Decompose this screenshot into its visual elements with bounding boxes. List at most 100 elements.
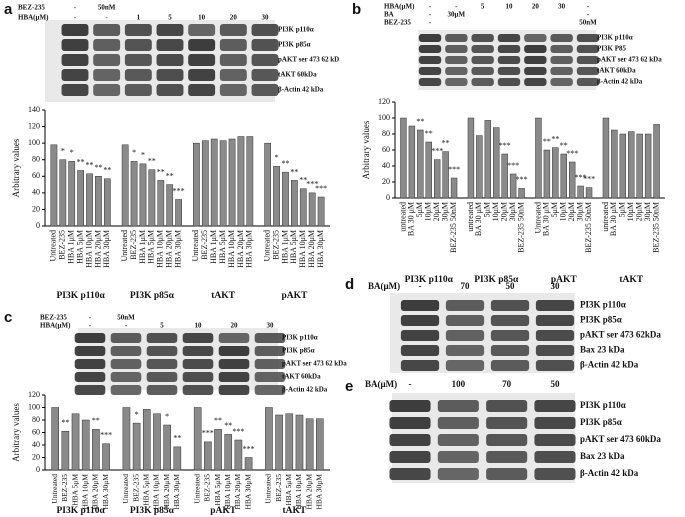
x-tick-label: BA 30 μM: [542, 202, 551, 236]
bar: [408, 125, 416, 199]
blot-band: [534, 400, 576, 412]
blot-band: [254, 346, 286, 356]
significance: **: [92, 416, 100, 425]
bar: [295, 414, 304, 471]
x-tick-label: BA 30 μM: [407, 202, 416, 236]
x-tick-label: untreated: [398, 202, 407, 232]
blot-band: [497, 78, 521, 86]
panel-letter: e: [345, 378, 353, 395]
x-tick-label: 5μM: [483, 202, 492, 217]
x-tick-label: HBA 30μM: [243, 474, 252, 510]
lane-header-value: -: [429, 19, 432, 27]
panel-letter: d: [345, 276, 354, 293]
x-tick-label: BA 30 μM: [609, 202, 618, 236]
band-label: PI3K p85α: [282, 347, 315, 355]
x-tick-label: 10μM: [424, 202, 433, 221]
blot-band: [124, 24, 152, 36]
x-tick-label: Untreated: [49, 230, 58, 262]
blot-band: [110, 359, 142, 369]
x-tick-label: HBA 10μM: [223, 474, 232, 510]
lane-header-value: 50: [551, 379, 561, 389]
blot-band: [486, 400, 528, 412]
blot-band: [124, 54, 152, 66]
lane-header-value: -: [89, 322, 92, 330]
blot-band: [534, 451, 576, 463]
blot-band: [182, 372, 214, 382]
bar: [275, 414, 283, 471]
bar: [400, 117, 407, 199]
lane-header-value: 50nM: [98, 4, 116, 12]
significance: **: [77, 157, 85, 166]
band-label: pAKT ser 473 62 kD: [278, 56, 339, 64]
y-tick-label: 80: [382, 129, 390, 138]
blot-band: [254, 372, 286, 382]
blot-band: [389, 400, 431, 412]
x-tick-label: HBA 5μM: [213, 474, 222, 506]
significance: ***: [499, 141, 511, 150]
band-label: pAKT ser 473 62 kDa: [597, 56, 662, 64]
blot-band: [490, 360, 530, 371]
significance: ***: [507, 161, 519, 170]
band-label: PI3K p110α: [282, 334, 318, 342]
blot-band: [445, 360, 485, 371]
blot-band: [146, 346, 178, 356]
x-tick-label: HBA 1μM: [138, 230, 147, 264]
x-tick-label: HBA 10μM: [156, 230, 165, 268]
blot-band: [110, 372, 142, 382]
x-tick-label: HBA 5μM: [218, 230, 227, 264]
x-tick-label: 5μM: [550, 202, 559, 217]
x-tick-label: BEZ-235: [271, 230, 280, 260]
lane-header-label: BEZ-235: [40, 314, 67, 322]
x-tick-label: 10μM: [559, 202, 568, 221]
bar: [450, 177, 458, 199]
blot-band: [490, 330, 530, 341]
group-label: PI3K p110α: [56, 291, 105, 301]
significance: **: [103, 166, 111, 175]
significance: *: [61, 147, 65, 156]
blot-band: [400, 315, 440, 326]
x-tick-label: BEZ-235: [200, 230, 209, 260]
blot-band: [497, 34, 521, 42]
x-tick-label: HBA 10μM: [227, 230, 236, 268]
x-tick-label: BEZ-235: [58, 230, 67, 260]
bar: [244, 457, 253, 471]
significance: ***: [583, 174, 595, 183]
x-tick-label: HBA 20μM: [236, 230, 245, 268]
blot-band: [182, 333, 214, 343]
y-axis-label: Arbitrary values: [11, 403, 21, 462]
bar: [224, 434, 233, 471]
bar: [153, 413, 161, 471]
blot-band: [74, 372, 106, 382]
blot-band: [156, 24, 184, 36]
bar: [237, 136, 245, 227]
y-tick-label: 140: [28, 105, 40, 114]
bar: [282, 171, 289, 227]
blot-band: [445, 300, 485, 311]
blot-band: [124, 69, 152, 81]
blot-band: [389, 451, 431, 463]
lane-header-label: BEZ-235: [384, 19, 411, 27]
blot-band: [550, 34, 573, 42]
lane-header-value: 10: [506, 3, 514, 11]
bar: [509, 173, 517, 199]
blot-band: [535, 345, 575, 356]
bar: [518, 188, 525, 199]
significance: ***: [575, 173, 587, 182]
significance: **: [157, 167, 165, 176]
blot-band: [146, 333, 178, 343]
band-label: tAKT 60kDa: [282, 373, 321, 381]
bar: [653, 124, 660, 199]
lane-header-label: BA: [384, 11, 394, 19]
x-tick-label: BEZ-235 50nM: [516, 202, 525, 253]
lane-header-value: -: [105, 14, 108, 22]
y-tick-label: 100: [378, 113, 390, 122]
blot-band: [156, 39, 184, 51]
x-tick-label: HBA 30μM: [173, 230, 182, 268]
blot-band: [156, 69, 184, 81]
bar: [219, 140, 227, 227]
y-tick-label: 80: [32, 415, 40, 424]
blot-band: [418, 67, 442, 75]
blot-band: [254, 359, 286, 369]
y-tick-label: 60: [32, 427, 40, 436]
blot-band: [182, 346, 214, 356]
